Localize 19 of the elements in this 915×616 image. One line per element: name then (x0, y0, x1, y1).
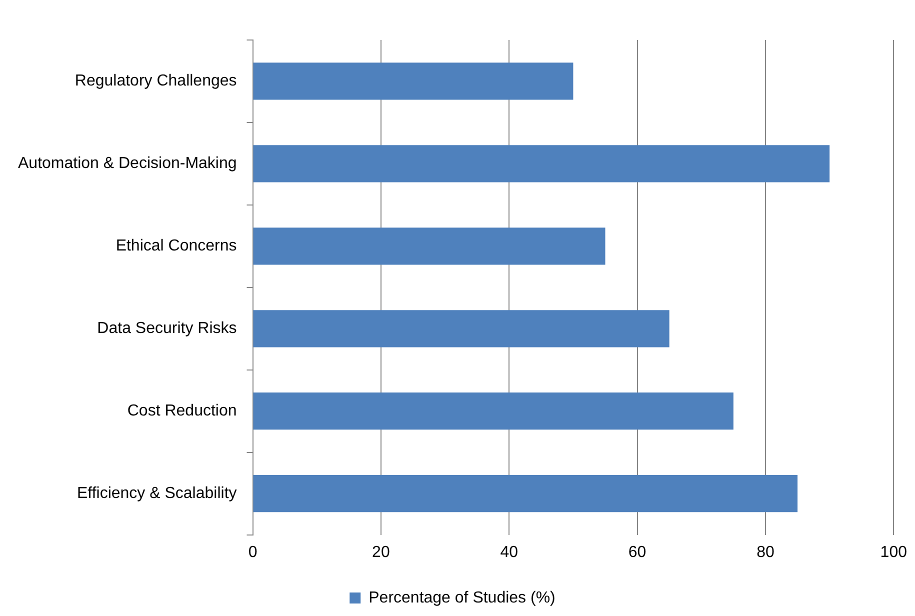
y-tick-label: Data Security Risks (97, 320, 237, 338)
x-tick-label: 20 (372, 544, 390, 561)
bar (253, 62, 574, 100)
bar (253, 228, 606, 265)
x-tick-label: 100 (880, 544, 908, 561)
x-tick-label: 80 (756, 544, 774, 561)
legend-label: Percentage of Studies (%) (368, 589, 556, 606)
y-tick-label: Cost Reduction (127, 402, 237, 420)
x-tick-label: 0 (248, 544, 258, 561)
bar (253, 145, 830, 182)
y-tick-label: Automation & Decision-Making (18, 155, 237, 172)
x-tick-label: 60 (628, 544, 646, 561)
y-tick-label: Efficiency & Scalability (76, 484, 237, 502)
x-tick-label: 40 (500, 544, 518, 561)
bar (253, 310, 670, 348)
y-tick-label: Regulatory Challenges (74, 72, 237, 90)
bar (253, 475, 798, 512)
y-tick-label: Ethical Concerns (116, 238, 237, 255)
bar (253, 392, 734, 430)
